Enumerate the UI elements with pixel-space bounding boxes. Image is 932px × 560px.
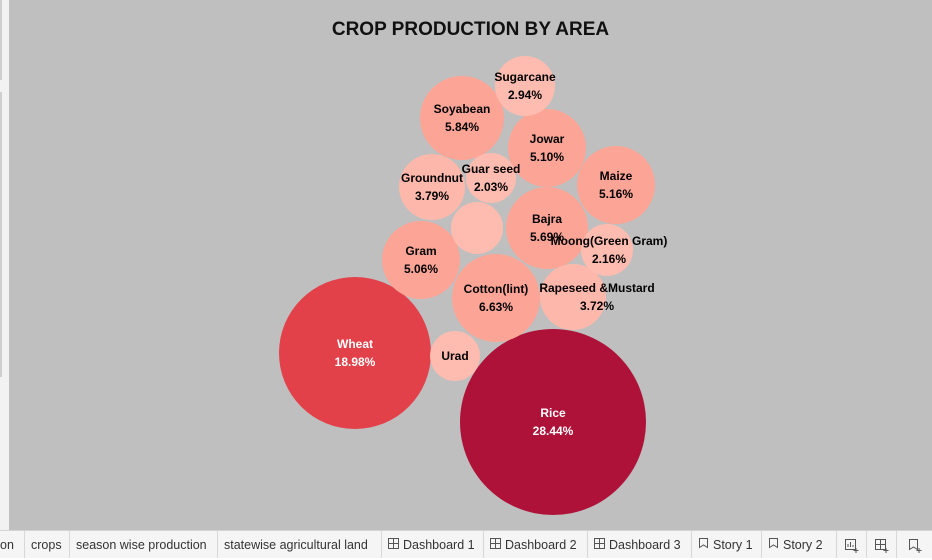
bubble-gram[interactable] xyxy=(382,221,460,299)
bubble-wheat[interactable] xyxy=(279,277,431,429)
tab-season-wise-production[interactable]: season wise production xyxy=(70,531,218,558)
tab-label: crops xyxy=(31,538,62,552)
bubble-label-rapeseed-mustard: Rapeseed &Mustard xyxy=(539,281,654,295)
bubble-rapeseed-mustard[interactable] xyxy=(540,264,606,330)
left-edge xyxy=(0,0,9,530)
bubble-value-soyabean: 5.84% xyxy=(445,120,479,134)
tab-dashboard-3[interactable]: Dashboard 3 xyxy=(588,531,692,558)
bubble-label-maize: Maize xyxy=(600,169,633,183)
tab-crops[interactable]: crops xyxy=(25,531,70,558)
tab-label: Story 1 xyxy=(713,538,753,552)
tab-label: Story 2 xyxy=(783,538,823,552)
bubble-bajra[interactable] xyxy=(506,187,588,269)
dashboard-icon xyxy=(594,531,605,560)
new-worksheet-icon[interactable] xyxy=(837,531,867,558)
bubble-chart: Rice 28.44% Wheat 18.98% Cotton(lint) 6.63% So… xyxy=(279,56,668,515)
bubble-value-moong-green-gram: 2.16% xyxy=(592,252,626,266)
bubble-label-moong-green-gram: Moong(Green Gram) xyxy=(551,234,668,248)
story-icon xyxy=(698,531,709,560)
tab-on[interactable]: on xyxy=(0,531,25,558)
bubble-label-cotton-lint: Cotton(lint) xyxy=(464,282,529,296)
chart-title: CROP PRODUCTION BY AREA xyxy=(331,19,610,40)
tab-label: Dashboard 2 xyxy=(505,538,577,552)
bubble-value-sugarcane: 2.94% xyxy=(508,88,542,102)
bubble-unlabeled[interactable] xyxy=(451,202,503,254)
bubble-moong-green-gram[interactable] xyxy=(581,224,633,276)
bubble-label-guar-seed: Guar seed xyxy=(462,162,521,176)
bubble-value-groundnut: 3.79% xyxy=(415,189,449,203)
bubble-label-urad: Urad xyxy=(441,349,468,363)
tab-dashboard-2[interactable]: Dashboard 2 xyxy=(484,531,588,558)
bubble-label-wheat: Wheat xyxy=(337,337,373,351)
tab-story-1[interactable]: Story 1 xyxy=(692,531,762,558)
tab-dashboard-1[interactable]: Dashboard 1 xyxy=(382,531,484,558)
bubble-label-sugarcane: Sugarcane xyxy=(494,70,556,84)
bubble-label-groundnut: Groundnut xyxy=(401,171,463,185)
bubble-label-bajra: Bajra xyxy=(532,212,562,226)
tab-label: statewise agricultural land xyxy=(224,538,368,552)
tab-story-2[interactable]: Story 2 xyxy=(762,531,837,558)
bubble-cotton-lint[interactable] xyxy=(452,254,540,342)
sheet-tab-bar: on crops season wise production statewis… xyxy=(0,530,932,558)
bubble-label-jowar: Jowar xyxy=(530,132,565,146)
dashboard-icon xyxy=(388,531,399,560)
chart-canvas: CROP PRODUCTION BY AREA Rice 28.44% Wheat 1… xyxy=(9,0,932,530)
bubble-label-soyabean: Soyabean xyxy=(434,102,491,116)
bubble-groundnut[interactable] xyxy=(399,154,465,220)
story-icon xyxy=(768,531,779,560)
bubble-maize[interactable] xyxy=(577,146,655,224)
bubble-sugarcane[interactable] xyxy=(495,56,555,116)
bubble-soyabean[interactable] xyxy=(420,76,504,160)
bubble-urad[interactable] xyxy=(430,331,480,381)
tab-label: Dashboard 3 xyxy=(609,538,681,552)
new-dashboard-icon[interactable] xyxy=(867,531,897,558)
bubble-guar-seed[interactable] xyxy=(466,153,516,203)
bubble-value-bajra: 5.69% xyxy=(530,230,564,244)
bubble-value-gram: 5.06% xyxy=(404,262,438,276)
bubble-label-gram: Gram xyxy=(405,244,436,258)
tab-label: on xyxy=(0,538,14,552)
bubble-jowar[interactable] xyxy=(508,109,586,187)
new-story-icon[interactable] xyxy=(897,531,932,558)
tab-label: Dashboard 1 xyxy=(403,538,475,552)
tab-statewise-agricultural-land[interactable]: statewise agricultural land xyxy=(218,531,382,558)
bubble-value-rice: 28.44% xyxy=(533,424,574,438)
tab-label: season wise production xyxy=(76,538,207,552)
bubble-value-maize: 5.16% xyxy=(599,187,633,201)
dashboard-icon xyxy=(490,531,501,560)
bubble-rice[interactable] xyxy=(460,329,646,515)
bubble-value-wheat: 18.98% xyxy=(335,355,376,369)
bubble-value-guar-seed: 2.03% xyxy=(474,180,508,194)
bubble-value-cotton-lint: 6.63% xyxy=(479,300,513,314)
bubble-label-rice: Rice xyxy=(540,406,566,420)
bubble-value-rapeseed-mustard: 3.72% xyxy=(580,299,614,313)
bubble-value-jowar: 5.10% xyxy=(530,150,564,164)
